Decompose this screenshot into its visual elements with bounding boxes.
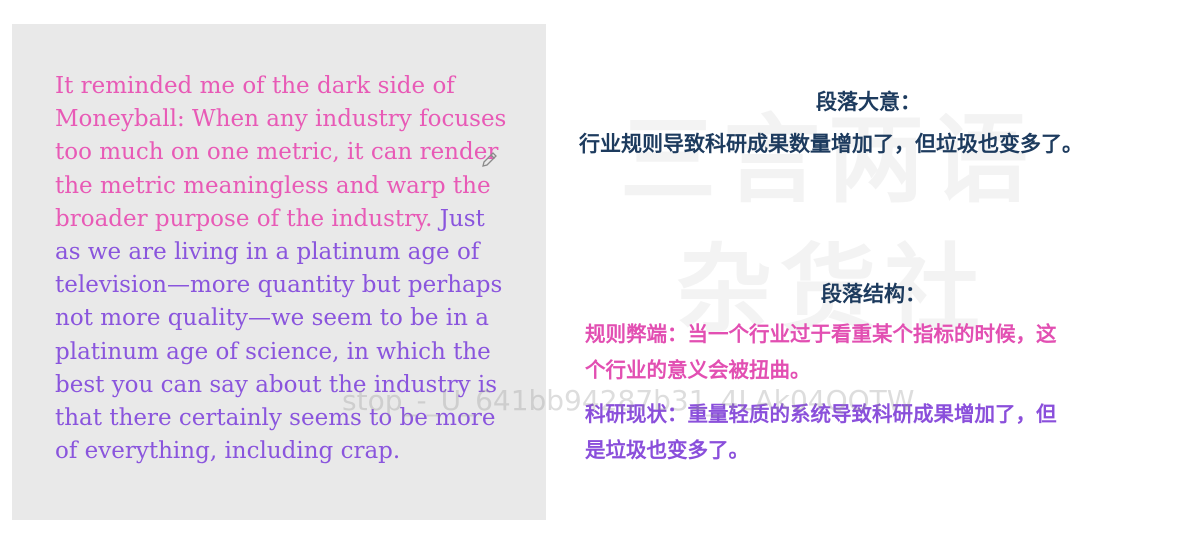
passage-line: best you can say about the industry is xyxy=(55,371,498,398)
summary-heading: 段落大意： xyxy=(816,90,921,114)
passage-line: It reminded me of the dark side of xyxy=(55,73,455,99)
passage-line: platinum age of science, in which the xyxy=(55,338,491,365)
passage-line: too much on one metric, it can render xyxy=(55,139,499,166)
passage-line: of everything, including crap. xyxy=(55,438,401,465)
english-passage: It reminded me of the dark side of Money… xyxy=(55,70,535,468)
structure-item-line: 规则弊端：当一个行业过于看重某个指标的时候，这 xyxy=(585,322,1057,346)
passage-fragment-purple: Just xyxy=(432,205,485,232)
structure-item-line: 是垃圾也变多了。 xyxy=(585,438,749,462)
structure-list: 规则弊端：当一个行业过于看重某个指标的时候，这 个行业的意义会被扭曲。 科研现状… xyxy=(585,316,1175,468)
passage-fragment-pink: broader purpose of the industry. xyxy=(55,205,433,232)
passage-line: the metric meaningless and warp the xyxy=(55,172,491,199)
passage-line: as we are living in a platinum age of xyxy=(55,239,480,266)
passage-line: not more quality—we seem to be in a xyxy=(55,305,489,332)
structure-heading: 段落结构： xyxy=(821,282,926,306)
passage-line: television—more quantity but perhaps xyxy=(55,272,503,299)
passage-panel: It reminded me of the dark side of Money… xyxy=(12,24,546,520)
summary-text: 行业规则导致科研成果数量增加了，但垃圾也变多了。 xyxy=(579,132,1083,156)
pencil-cursor-icon xyxy=(482,152,497,167)
passage-line: that there certainly seems to be more xyxy=(55,405,496,432)
structure-item-line: 科研现状：重量轻质的系统导致科研成果增加了，但 xyxy=(585,402,1057,426)
structure-item-line: 个行业的意义会被扭曲。 xyxy=(585,358,811,382)
passage-line: broader purpose of the industry. Just xyxy=(55,203,535,236)
passage-line: Moneyball: When any industry focuses xyxy=(55,106,507,133)
